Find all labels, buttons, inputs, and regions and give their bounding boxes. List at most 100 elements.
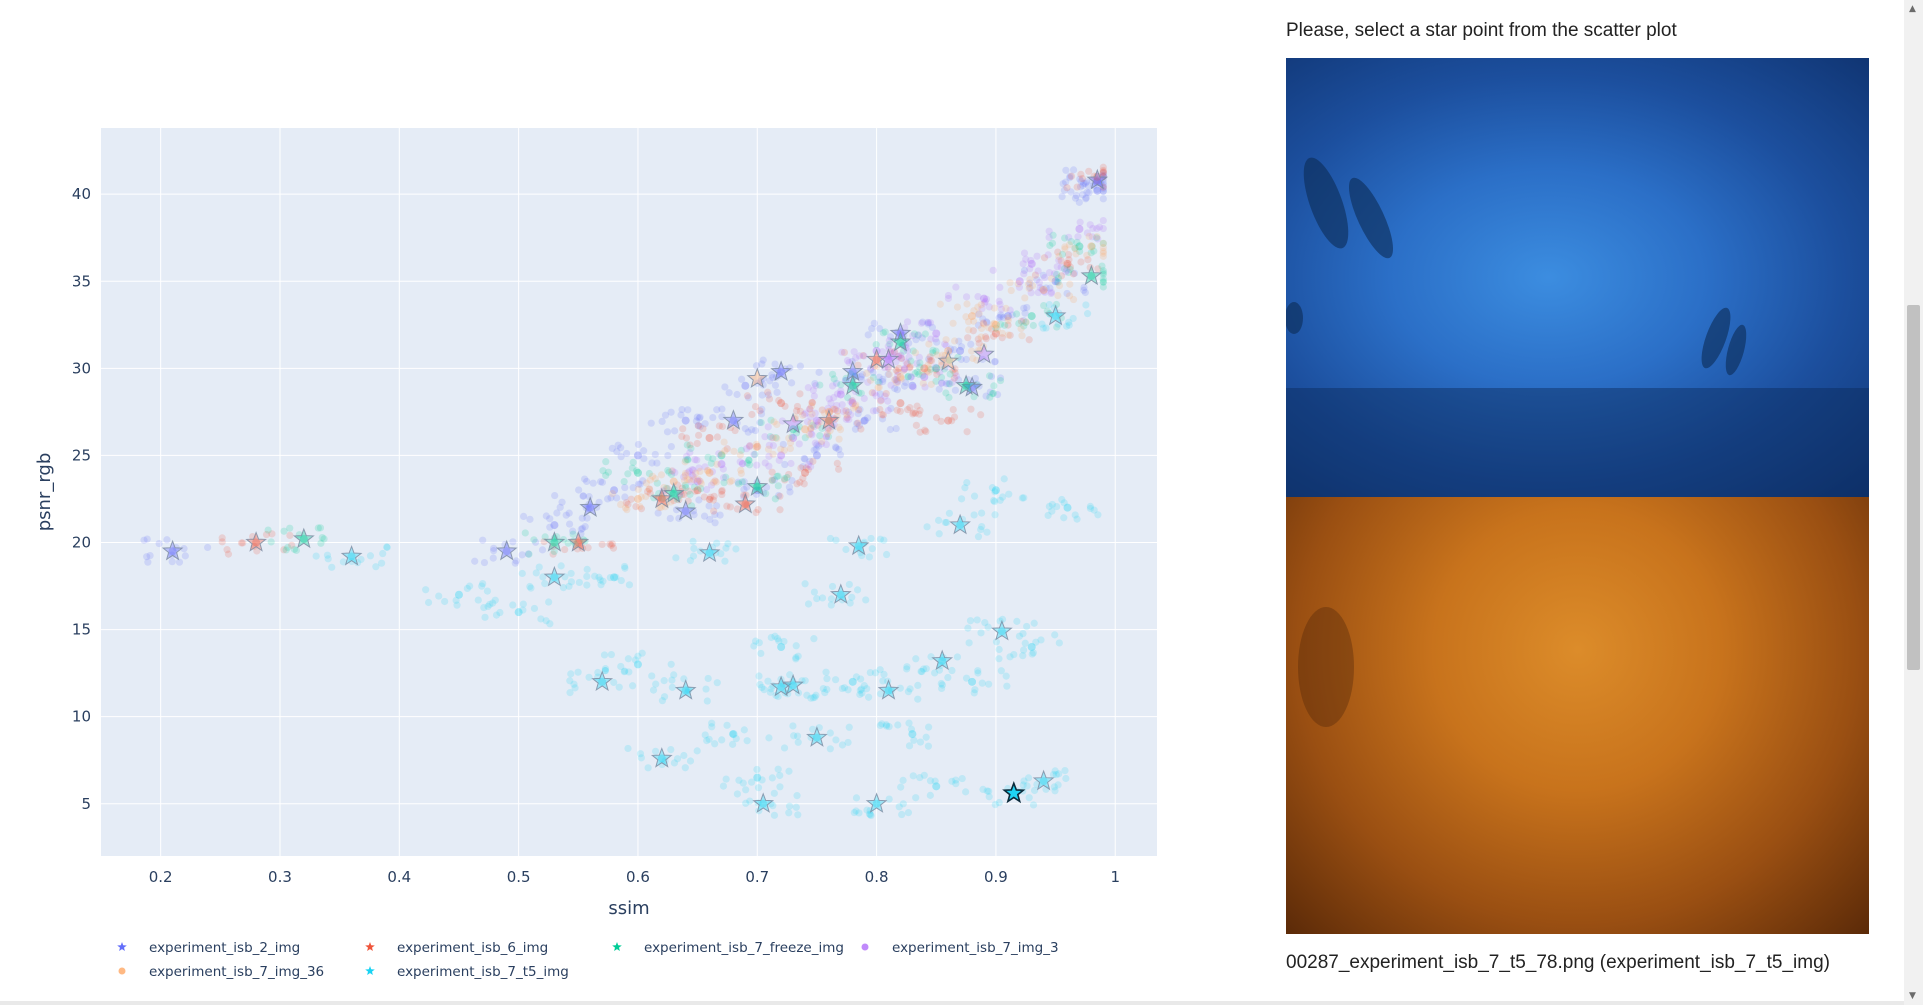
star-point[interactable]: [931, 649, 954, 671]
legend-item[interactable]: experiment_isb_2_img: [117, 940, 300, 956]
star-point[interactable]: [949, 513, 971, 535]
legend[interactable]: experiment_isb_2_img experiment_isb_6_img…: [117, 940, 1059, 980]
scroll-up-icon[interactable]: ▲: [1909, 4, 1916, 14]
point-mark: [832, 676, 840, 684]
point-mark: [836, 451, 845, 459]
star-point[interactable]: [829, 583, 852, 604]
legend-item[interactable]: experiment_isb_7_freeze_img: [612, 940, 844, 956]
star-point[interactable]: [1044, 304, 1067, 326]
point-mark: [551, 491, 559, 500]
star-point[interactable]: [650, 747, 673, 768]
point-mark: [681, 764, 689, 772]
point-mark: [766, 688, 775, 696]
point-mark: [1023, 303, 1031, 312]
point-mark: [807, 424, 815, 432]
star-point[interactable]: [806, 726, 828, 747]
legend-item[interactable]: experiment_isb_7_img_36: [118, 964, 325, 980]
star-point[interactable]: [1080, 264, 1103, 286]
point-mark: [621, 667, 629, 675]
star-point[interactable]: [245, 531, 267, 552]
star-point[interactable]: [734, 492, 757, 514]
star-point[interactable]: [847, 534, 870, 556]
star-point[interactable]: [674, 679, 697, 700]
point-mark: [1099, 247, 1107, 255]
star-point[interactable]: [752, 792, 775, 813]
star-point[interactable]: [973, 342, 995, 364]
star-point[interactable]: [543, 565, 566, 587]
star-point[interactable]: [770, 675, 792, 697]
star-point[interactable]: [674, 499, 697, 521]
point-mark: [852, 382, 860, 390]
scatter-svg[interactable]: 0.2 0.3 0.4 0.5 0.6 0.7 0.8 0.9 1 51015202530354…: [0, 0, 1250, 1005]
star-point[interactable]: [722, 409, 745, 430]
star-point[interactable]: [865, 792, 888, 813]
scroll-down-icon[interactable]: ▼: [1909, 991, 1916, 1001]
star-point[interactable]: [1086, 168, 1109, 190]
point-mark: [354, 559, 362, 567]
legend-item[interactable]: experiment_isb_7_t5_img: [365, 964, 569, 980]
point-mark: [789, 681, 798, 690]
star-point[interactable]: [340, 544, 363, 566]
star-point[interactable]: [543, 531, 566, 552]
star-point[interactable]: [782, 673, 804, 695]
point-mark: [996, 376, 1005, 385]
legend-item[interactable]: experiment_isb_7_img_3: [861, 940, 1059, 956]
point-mark: [729, 416, 738, 425]
point-mark: [999, 493, 1007, 501]
point-mark: [682, 483, 690, 492]
point-mark: [797, 464, 805, 472]
point-mark: [606, 573, 614, 582]
star-point[interactable]: [650, 487, 673, 509]
star-point[interactable]: [961, 376, 983, 397]
point-mark: [1027, 312, 1036, 321]
star-point[interactable]: [579, 496, 602, 517]
point-mark: [424, 598, 433, 607]
point-mark: [1047, 275, 1056, 283]
star-point[interactable]: [1032, 769, 1055, 791]
star-point[interactable]: [782, 412, 804, 434]
star-point[interactable]: [955, 374, 977, 396]
star-point[interactable]: [591, 670, 614, 692]
star-point[interactable]: [991, 619, 1013, 641]
star-point[interactable]: [937, 349, 960, 371]
point-mark: [910, 330, 919, 338]
star-point[interactable]: [770, 360, 792, 382]
legend-item[interactable]: experiment_isb_6_img: [365, 940, 548, 956]
star-point[interactable]: [841, 374, 864, 396]
point-mark: [966, 617, 975, 625]
point-mark: [1045, 233, 1053, 241]
point-mark: [1074, 233, 1082, 241]
star-point[interactable]: [877, 348, 900, 369]
plot-area[interactable]: [101, 128, 1157, 856]
star-point[interactable]: [877, 679, 900, 700]
star-point[interactable]: [567, 531, 590, 552]
point-mark: [720, 474, 728, 482]
point-mark: [906, 685, 914, 693]
star-point[interactable]: [746, 367, 769, 389]
star-point[interactable]: [662, 482, 685, 503]
star-point[interactable]: [495, 539, 518, 561]
point-mark: [886, 425, 894, 434]
point-mark: [525, 550, 533, 558]
scroll-thumb[interactable]: [1907, 305, 1920, 670]
data-markers[interactable]: [161, 168, 1109, 813]
point-mark: [756, 418, 764, 427]
point-mark: [835, 445, 843, 454]
point-mark: [732, 545, 740, 553]
star-point[interactable]: [889, 330, 912, 352]
point-mark: [1077, 177, 1085, 185]
scatter-plot[interactable]: 0.2 0.3 0.4 0.5 0.6 0.7 0.8 0.9 1 5 10 15 20 25 30 35 4…: [0, 0, 1250, 1005]
point-mark: [842, 407, 850, 415]
point-mark: [1042, 284, 1050, 292]
selected-star-point[interactable]: [1002, 781, 1026, 804]
star-point[interactable]: [161, 539, 184, 561]
point-mark: [1073, 238, 1081, 246]
page-scrollbar[interactable]: ▲ ▼: [1904, 0, 1923, 1005]
star-point[interactable]: [818, 409, 840, 430]
point-mark: [1099, 239, 1107, 247]
star-point[interactable]: [292, 527, 315, 549]
point-mark: [532, 569, 540, 577]
star-point[interactable]: [698, 541, 721, 563]
point-mark: [895, 803, 903, 811]
star-point[interactable]: [746, 475, 769, 497]
